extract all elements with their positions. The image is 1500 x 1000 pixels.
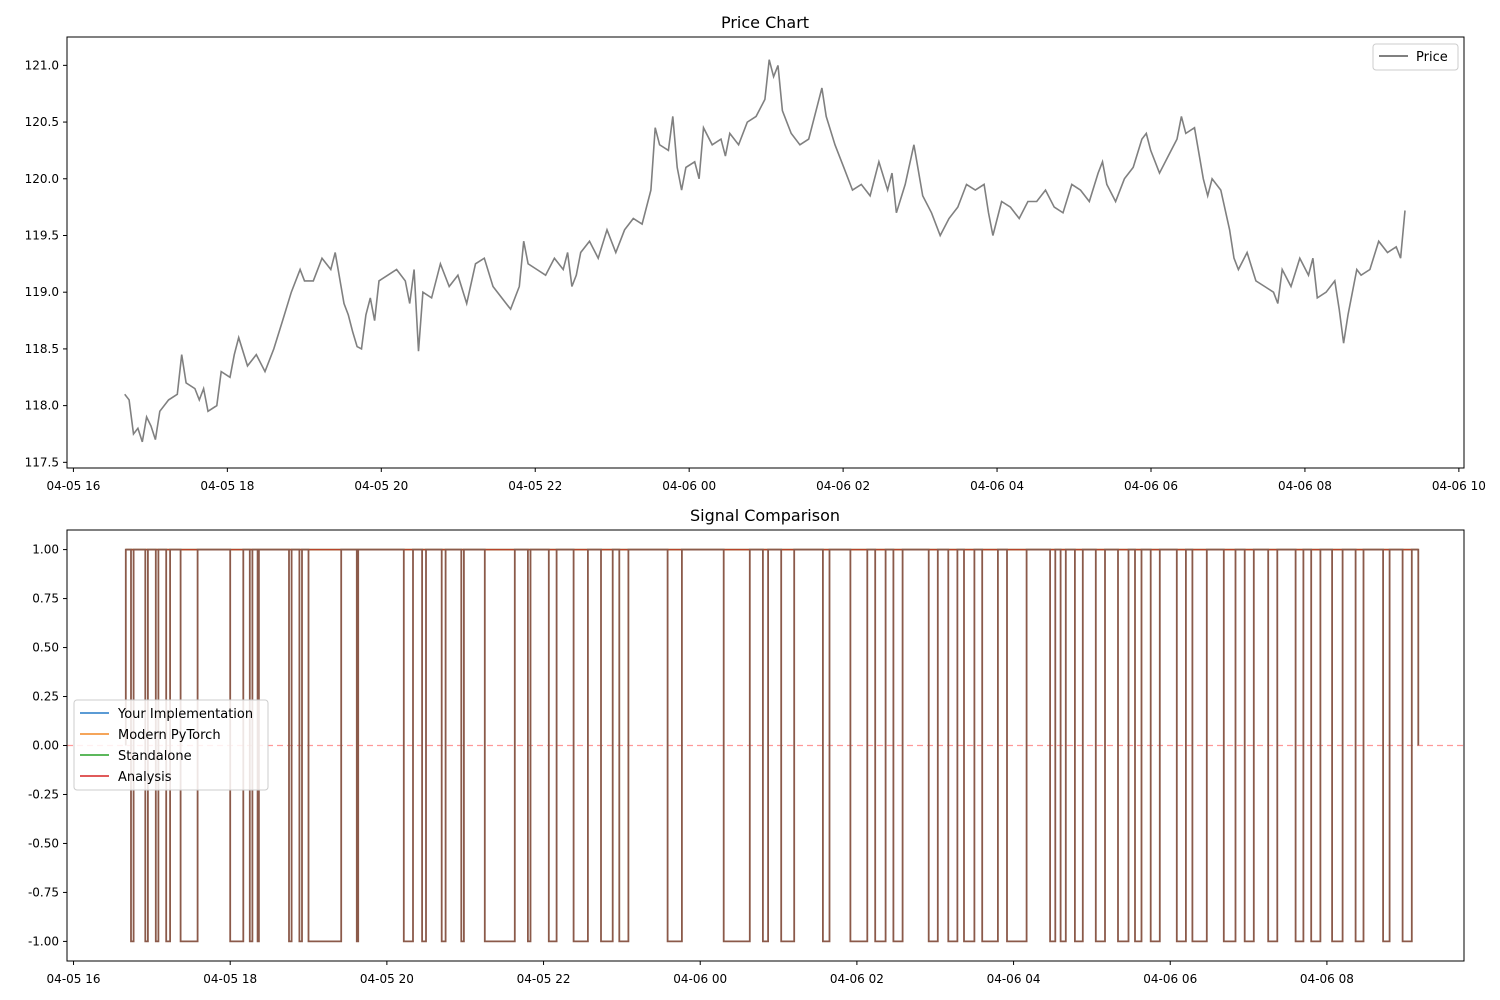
signal-chart-panel: Signal Comparison -1.00 -0.75 -0.50 -0.25 0.… xyxy=(28,506,1465,986)
price-y-axis: 117.5 118.0 118.5 119.0 119.5 120.0 120.5 121.0 xyxy=(25,58,67,469)
signal-x-tick-label: 04-05 18 xyxy=(203,972,257,986)
price-y-tick-label: 120.5 xyxy=(25,115,59,129)
signal-x-tick-label: 04-05 16 xyxy=(47,972,101,986)
price-legend-box xyxy=(1372,43,1459,71)
signal-y-tick-label: 1.00 xyxy=(32,543,59,557)
price-series-layer xyxy=(124,59,1406,443)
price-y-tick-label: 117.5 xyxy=(25,455,59,469)
price-legend: Price xyxy=(1372,43,1459,71)
signal-chart-title: Signal Comparison xyxy=(690,506,840,525)
signal-y-tick-label: -0.75 xyxy=(28,885,59,899)
price-x-tick-label: 04-05 22 xyxy=(508,479,562,493)
signal-x-tick-label: 04-06 08 xyxy=(1300,972,1354,986)
signal-legend-box xyxy=(73,699,269,791)
signal-x-tick-label: 04-06 06 xyxy=(1143,972,1197,986)
price-y-tick-label: 119.0 xyxy=(25,285,59,299)
price-legend-label: Price xyxy=(1416,50,1448,65)
price-chart-frame xyxy=(66,36,1465,469)
signal-x-tick-label: 04-06 04 xyxy=(987,972,1041,986)
signal-series-layer xyxy=(67,548,1464,943)
signal-x-tick-label: 04-06 00 xyxy=(673,972,727,986)
price-x-tick-label: 04-06 10 xyxy=(1432,479,1486,493)
price-x-tick-label: 04-05 18 xyxy=(200,479,254,493)
signal-y-tick-label: 0.25 xyxy=(32,690,59,704)
price-x-tick-label: 04-06 06 xyxy=(1124,479,1178,493)
price-series-line xyxy=(124,59,1406,443)
switching-signal-line xyxy=(124,548,1420,943)
signal-y-tick-label: 0.50 xyxy=(32,641,59,655)
signal-y-tick-label: 0.75 xyxy=(32,592,59,606)
price-chart-panel: Price Chart 117.5 118.0 118.5 119.0 119.5 120… xyxy=(25,13,1486,493)
signal-y-axis: -1.00 -0.75 -0.50 -0.25 0.00 0.25 0.50 0.75 1.00 xyxy=(28,543,67,948)
price-x-tick-label: 04-06 04 xyxy=(970,479,1024,493)
price-chart-title: Price Chart xyxy=(721,13,809,32)
signal-x-tick-label: 04-05 22 xyxy=(517,972,571,986)
price-x-axis: 04-05 16 04-05 18 04-05 20 04-05 22 04-06 00… xyxy=(46,468,1486,493)
signal-y-tick-label: -0.50 xyxy=(28,836,59,850)
signal-legend: Your Implementation Modern PyTorch Stand… xyxy=(73,699,269,791)
price-x-tick-label: 04-06 08 xyxy=(1278,479,1332,493)
signal-y-tick-label: -1.00 xyxy=(28,934,59,948)
price-x-tick-label: 04-05 20 xyxy=(354,479,408,493)
signal-x-axis: 04-05 16 04-05 18 04-05 20 04-05 22 04-06 00… xyxy=(47,961,1354,986)
price-y-tick-label: 121.0 xyxy=(25,58,59,72)
signal-y-tick-label: -0.25 xyxy=(28,787,59,801)
signal-x-tick-label: 04-05 20 xyxy=(360,972,414,986)
price-x-tick-label: 04-06 00 xyxy=(662,479,716,493)
signal-y-tick-label: 0.00 xyxy=(32,739,59,753)
price-y-tick-label: 119.5 xyxy=(25,228,59,242)
legend-label-standalone: Standalone xyxy=(118,749,192,764)
price-y-tick-label: 118.5 xyxy=(25,342,59,356)
legend-label-modern-pytorch: Modern PyTorch xyxy=(118,728,221,743)
price-y-tick-label: 118.0 xyxy=(25,399,59,413)
legend-label-analysis: Analysis xyxy=(118,770,172,785)
signal-x-tick-label: 04-06 02 xyxy=(830,972,884,986)
price-x-tick-label: 04-05 16 xyxy=(46,479,100,493)
price-x-tick-label: 04-06 02 xyxy=(816,479,870,493)
price-y-tick-label: 120.0 xyxy=(25,172,59,186)
legend-label-your-implementation: Your Implementation xyxy=(117,707,253,722)
